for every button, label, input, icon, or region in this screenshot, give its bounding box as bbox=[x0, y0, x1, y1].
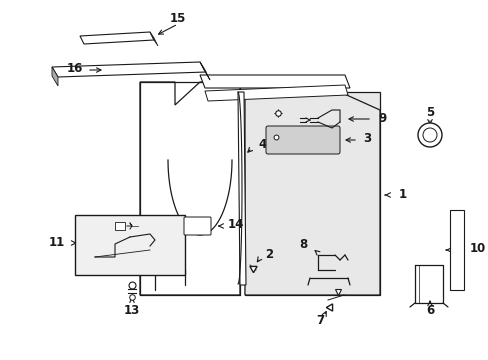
Text: 5: 5 bbox=[425, 105, 433, 118]
Polygon shape bbox=[238, 92, 245, 285]
Text: 9: 9 bbox=[377, 112, 386, 125]
FancyBboxPatch shape bbox=[266, 129, 333, 153]
Polygon shape bbox=[140, 82, 240, 295]
Bar bbox=[244, 92, 379, 295]
Text: 3: 3 bbox=[362, 131, 370, 144]
Circle shape bbox=[422, 128, 436, 142]
Text: 14: 14 bbox=[227, 217, 244, 230]
Polygon shape bbox=[204, 85, 347, 101]
Text: 15: 15 bbox=[169, 12, 186, 24]
Bar bbox=[449, 210, 463, 290]
Polygon shape bbox=[200, 62, 209, 80]
Text: 10: 10 bbox=[469, 242, 485, 255]
FancyBboxPatch shape bbox=[265, 126, 339, 154]
Bar bbox=[115, 222, 125, 230]
FancyBboxPatch shape bbox=[183, 217, 210, 235]
Text: 7: 7 bbox=[315, 315, 324, 328]
Circle shape bbox=[417, 123, 441, 147]
Polygon shape bbox=[150, 32, 158, 46]
Text: 2: 2 bbox=[264, 248, 273, 261]
Polygon shape bbox=[200, 75, 349, 88]
Text: 16: 16 bbox=[66, 62, 83, 75]
Text: 6: 6 bbox=[425, 305, 433, 318]
Bar bbox=[75, 215, 184, 275]
Text: 11: 11 bbox=[49, 237, 65, 249]
Text: 8: 8 bbox=[299, 238, 307, 251]
Text: 12: 12 bbox=[96, 223, 110, 233]
Text: 13: 13 bbox=[123, 303, 140, 316]
Text: 1: 1 bbox=[398, 189, 407, 202]
Polygon shape bbox=[52, 67, 58, 86]
Text: 4: 4 bbox=[258, 139, 265, 152]
Polygon shape bbox=[244, 92, 379, 295]
Polygon shape bbox=[80, 32, 154, 44]
Polygon shape bbox=[52, 62, 205, 77]
